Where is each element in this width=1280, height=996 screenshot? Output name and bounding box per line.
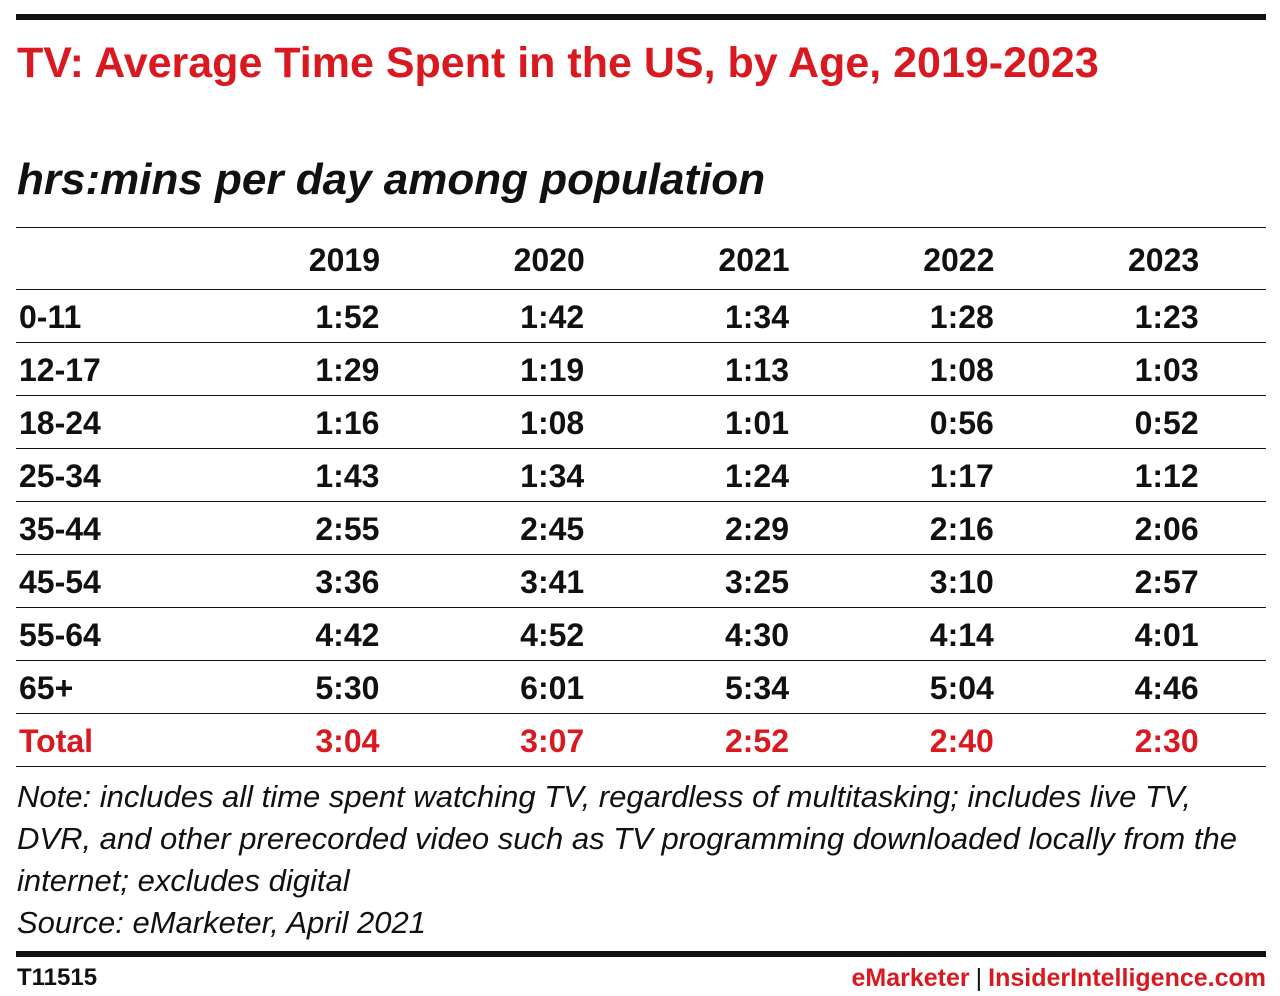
value-cell: 1:17 (929, 457, 994, 494)
total-value-cell: 3:04 (315, 722, 380, 759)
header-row: 2019 2020 2021 2022 2023 (16, 227, 1266, 290)
table-row: 65+ 5:30 6:01 5:34 5:04 4:46 (16, 661, 1266, 714)
value-cell: 1:28 (929, 298, 994, 335)
value-cell: 1:34 (724, 298, 790, 335)
header-age-cell (16, 228, 242, 290)
value-cell: 1:43 (315, 457, 380, 494)
table-row: 12-17 1:29 1:19 1:13 1:08 1:03 (16, 343, 1266, 396)
header-year: 2020 (513, 242, 585, 278)
value-cell: 2:16 (929, 510, 994, 547)
bottom-rule (16, 951, 1266, 957)
value-cell: 5:04 (929, 669, 994, 706)
total-label: Total (19, 722, 94, 759)
table-row: 45-54 3:36 3:41 3:25 3:10 2:57 (16, 555, 1266, 608)
table-body: 0-11 1:52 1:42 1:34 1:28 1:23 12-17 1:29 1:19 1:1… (16, 290, 1266, 767)
note-block: Note: includes all time spent watching T… (17, 776, 1267, 944)
value-cell: 6:01 (520, 669, 585, 706)
note-text: Note: includes all time spent watching T… (17, 779, 1237, 898)
total-value-cell: 3:07 (520, 722, 585, 759)
value-cell: 4:46 (1134, 669, 1199, 706)
value-cell: 4:52 (520, 616, 585, 653)
table-row: 25-34 1:43 1:34 1:24 1:17 1:12 (16, 449, 1266, 502)
table-row: 55-64 4:42 4:52 4:30 4:14 4:01 (16, 608, 1266, 661)
age-group-label: 45-54 (19, 563, 101, 600)
data-table: 2019 2020 2021 2022 2023 0-11 1:52 1:42 1:3… (16, 227, 1266, 767)
value-cell: 4:30 (724, 616, 790, 653)
value-cell: 1:13 (724, 351, 790, 388)
brand-insider-intelligence: InsiderIntelligence.com (988, 964, 1266, 992)
value-cell: 1:24 (724, 457, 790, 494)
value-cell: 4:01 (1134, 616, 1199, 653)
total-row: Total 3:04 3:07 2:52 2:40 2:30 (16, 714, 1266, 767)
value-cell: 1:08 (929, 351, 994, 388)
header-year: 2022 (923, 242, 995, 278)
chart-subtitle: hrs:mins per day among population (17, 155, 766, 204)
value-cell: 1:03 (1134, 351, 1199, 388)
table-row: 0-11 1:52 1:42 1:34 1:28 1:23 (16, 290, 1266, 343)
value-cell: 3:36 (315, 563, 380, 600)
value-cell: 1:01 (724, 404, 790, 441)
value-cell: 2:45 (520, 510, 585, 547)
age-group-label: 55-64 (19, 616, 101, 653)
age-group-label: 18-24 (19, 404, 101, 441)
header-year: 2023 (1128, 242, 1200, 278)
value-cell: 1:19 (520, 351, 585, 388)
source-text: Source: eMarketer, April 2021 (17, 905, 426, 940)
value-cell: 3:25 (724, 563, 790, 600)
value-cell: 0:56 (929, 404, 994, 441)
header-year: 2021 (718, 242, 790, 278)
value-cell: 3:41 (520, 563, 585, 600)
value-cell: 2:57 (1134, 563, 1199, 600)
value-cell: 3:10 (929, 563, 994, 600)
total-value-cell: 2:52 (724, 722, 790, 759)
value-cell: 1:16 (315, 404, 380, 441)
value-cell: 1:12 (1134, 457, 1199, 494)
top-rule (16, 14, 1266, 20)
value-cell: 2:06 (1134, 510, 1199, 547)
brand-emarketer: eMarketer (851, 964, 970, 992)
value-cell: 4:14 (929, 616, 994, 653)
total-value-cell: 2:40 (929, 722, 994, 759)
age-group-label: 12-17 (19, 351, 101, 388)
value-cell: 2:55 (315, 510, 380, 547)
data-table-container: 2019 2020 2021 2022 2023 0-11 1:52 1:42 1:3… (16, 227, 1266, 767)
value-cell: 2:29 (724, 510, 790, 547)
value-cell: 1:42 (520, 298, 585, 335)
table-row: 18-24 1:16 1:08 1:01 0:56 0:52 (16, 396, 1266, 449)
value-cell: 4:42 (315, 616, 380, 653)
value-cell: 1:29 (315, 351, 380, 388)
brand-footer: eMarketer | InsiderIntelligence.com (852, 964, 1267, 993)
age-group-label: 25-34 (19, 457, 101, 494)
value-cell: 1:34 (520, 457, 585, 494)
age-group-label: 0-11 (19, 298, 82, 335)
table-row: 35-44 2:55 2:45 2:29 2:16 2:06 (16, 502, 1266, 555)
chart-id: T11515 (17, 964, 98, 991)
value-cell: 1:52 (315, 298, 380, 335)
value-cell: 5:34 (724, 669, 790, 706)
header-year: 2019 (308, 242, 380, 278)
total-value-cell: 2:30 (1134, 722, 1199, 759)
brand-separator: | (975, 964, 983, 992)
value-cell: 1:08 (520, 404, 585, 441)
value-cell: 1:23 (1134, 298, 1199, 335)
age-group-label: 65+ (19, 669, 74, 706)
value-cell: 5:30 (315, 669, 380, 706)
chart-title: TV: Average Time Spent in the US, by Age… (17, 39, 1099, 87)
value-cell: 0:52 (1134, 404, 1199, 441)
age-group-label: 35-44 (19, 510, 101, 547)
